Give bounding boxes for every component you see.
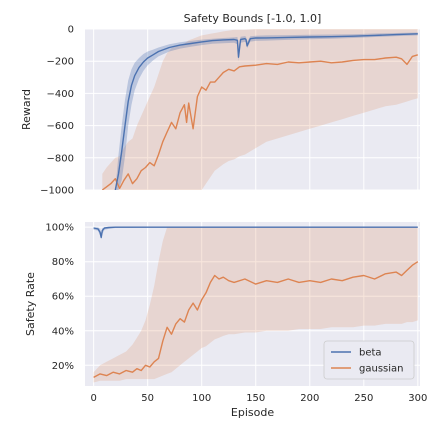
safety-lines	[93, 226, 419, 379]
reward-y-label: Reward	[20, 89, 33, 130]
safety-panel: 100% 80% 60% 40% 20% 0 50 100 150 200 250 300 Epis…	[24, 222, 427, 419]
reward-gaussian-band	[102, 29, 418, 190]
safety-y-tick-label: 40%	[52, 326, 74, 337]
legend-box	[323, 340, 415, 380]
episode-x-tick-label: 200	[300, 393, 319, 404]
reward-y-ticks: 0 −200 −400 −600 −800 −1000	[40, 25, 74, 197]
episode-x-label: Episode	[231, 406, 274, 419]
reward-gaussian-line	[101, 54, 418, 190]
episode-x-tick-label: 100	[192, 393, 211, 404]
safety-bands	[93, 227, 418, 383]
reward-y-tick-label: 0	[68, 25, 74, 36]
episode-x-tick-label: 50	[141, 393, 154, 404]
reward-y-tick-label: −800	[47, 153, 74, 164]
legend: beta gaussian	[323, 340, 415, 380]
safety-y-tick-label: 80%	[52, 257, 74, 268]
episode-x-tick-label: 300	[408, 393, 427, 404]
reward-beta-line	[114, 33, 418, 190]
safety-beta-line	[93, 226, 418, 239]
reward-grid	[85, 28, 420, 191]
reward-panel: 0 −200 −400 −600 −800 −1000 Safety Bounds [-1…	[20, 12, 420, 197]
safety-y-ticks: 100% 80% 60% 40% 20%	[45, 223, 74, 372]
episode-x-ticks: 0 50 100 150 200 250 300	[90, 393, 427, 404]
safety-gaussian-line	[93, 261, 419, 379]
reward-y-tick-label: −600	[47, 121, 74, 132]
legend-label-beta: beta	[359, 348, 382, 359]
reward-y-tick-label: −1000	[40, 186, 74, 197]
episode-x-tick-label: 250	[354, 393, 373, 404]
reward-lines	[101, 33, 418, 190]
safety-y-label: Safety Rate	[24, 272, 37, 336]
reward-y-tick-label: −200	[47, 57, 74, 68]
legend-label-gaussian: gaussian	[359, 364, 403, 375]
safety-y-tick-label: 100%	[45, 223, 74, 234]
episode-x-tick-label: 0	[90, 393, 96, 404]
reward-y-tick-label: −400	[47, 89, 74, 100]
safety-y-tick-label: 60%	[52, 292, 74, 303]
reward-bands	[102, 29, 418, 190]
safety-y-tick-label: 20%	[52, 361, 74, 372]
safety-gaussian-band	[93, 227, 418, 383]
chart-title: Safety Bounds [-1.0, 1.0]	[184, 12, 322, 25]
episode-x-tick-label: 150	[246, 393, 265, 404]
